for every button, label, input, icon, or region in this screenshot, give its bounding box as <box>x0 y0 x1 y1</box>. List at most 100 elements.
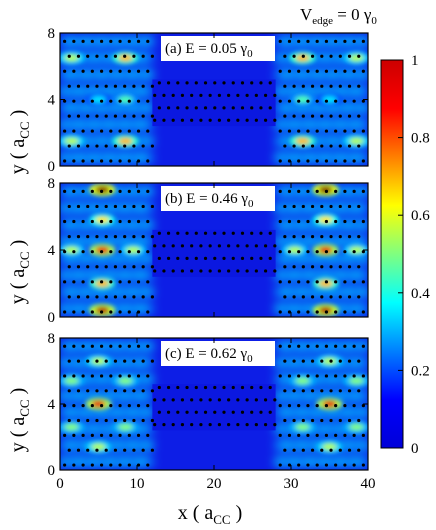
atom <box>109 374 113 378</box>
atom <box>99 374 104 378</box>
lead-glow <box>120 36 131 47</box>
atom <box>306 189 310 193</box>
atom <box>310 144 315 148</box>
atom <box>227 269 231 273</box>
atom <box>141 418 145 423</box>
lead-glow <box>143 119 154 130</box>
atom <box>278 219 282 224</box>
lead-glow <box>336 203 347 214</box>
atom <box>357 144 361 148</box>
atom <box>324 374 329 378</box>
lead-glow <box>112 253 123 264</box>
lead-glow <box>289 36 300 47</box>
lead-glow <box>351 86 362 97</box>
lead-glow <box>66 286 77 297</box>
atom <box>150 235 154 239</box>
atom <box>287 463 292 467</box>
atom <box>357 418 361 423</box>
hotspot <box>95 306 110 314</box>
atom <box>222 256 226 260</box>
atom <box>315 99 319 103</box>
hotspot <box>295 54 310 62</box>
atom <box>141 265 145 269</box>
svg-text:y ( aCC ): y ( aCC ) <box>7 240 32 305</box>
lead-glow <box>320 456 331 467</box>
atom <box>203 231 208 235</box>
lead-glow <box>359 357 368 368</box>
lead-glow <box>312 407 323 418</box>
lead-glow <box>81 102 92 113</box>
atom <box>352 219 356 224</box>
atom <box>90 219 94 224</box>
atom <box>231 106 235 110</box>
lead-glow <box>112 407 123 418</box>
atom <box>301 295 305 299</box>
atom <box>329 265 333 269</box>
hotspot <box>349 377 364 385</box>
atom <box>347 54 352 58</box>
panel-title: (c) E = 0.62 γ0 <box>165 346 253 365</box>
hotspot <box>295 137 310 145</box>
atom <box>104 295 108 299</box>
atom <box>329 359 333 363</box>
atom <box>250 231 254 235</box>
atom <box>278 404 282 408</box>
atom <box>301 84 305 88</box>
atom <box>109 69 113 73</box>
atom <box>171 269 175 273</box>
atom <box>99 250 104 254</box>
atom <box>150 84 154 88</box>
hotspot <box>95 216 110 224</box>
atom <box>236 398 240 402</box>
atom <box>153 423 157 427</box>
lead-glow <box>120 236 131 247</box>
lead-glow <box>274 303 285 314</box>
atom <box>81 69 85 73</box>
lead-glow <box>128 36 139 47</box>
atom <box>127 374 131 378</box>
lead-glow <box>120 270 131 281</box>
atom <box>268 106 272 110</box>
atom <box>150 389 154 393</box>
lead-glow <box>105 270 116 281</box>
lead-glow <box>351 186 362 197</box>
atom <box>320 114 324 118</box>
lead-glow <box>297 270 308 281</box>
lead-glow <box>60 456 69 467</box>
atom <box>292 235 296 239</box>
atom <box>352 39 356 43</box>
atom <box>278 189 282 193</box>
atom <box>86 295 90 299</box>
atom <box>236 118 240 122</box>
lead-glow <box>320 374 331 385</box>
atom <box>123 389 127 393</box>
lead-glow <box>143 136 154 147</box>
atom <box>63 310 67 314</box>
atom <box>113 235 118 239</box>
atom <box>109 99 113 103</box>
atom <box>90 250 94 254</box>
atom <box>254 423 258 427</box>
lead-glow <box>359 219 368 230</box>
lead-glow <box>305 86 316 97</box>
atom <box>283 265 287 269</box>
lead-glow <box>74 86 85 97</box>
atom <box>199 118 203 122</box>
atom <box>236 244 240 248</box>
lead-glow <box>89 423 100 434</box>
atom <box>104 235 108 239</box>
lead-glow <box>305 270 316 281</box>
atom <box>357 114 361 118</box>
atom <box>109 463 113 467</box>
lead-glow <box>105 136 116 147</box>
atom <box>127 189 131 193</box>
atom <box>301 54 305 58</box>
lead-glow <box>128 86 139 97</box>
lead-glow <box>105 456 116 467</box>
lead-glow <box>105 86 116 97</box>
lead-glow <box>135 286 146 297</box>
atom <box>180 93 185 97</box>
atom <box>67 359 71 363</box>
lead-glow <box>120 357 131 368</box>
lead-glow <box>274 119 285 130</box>
